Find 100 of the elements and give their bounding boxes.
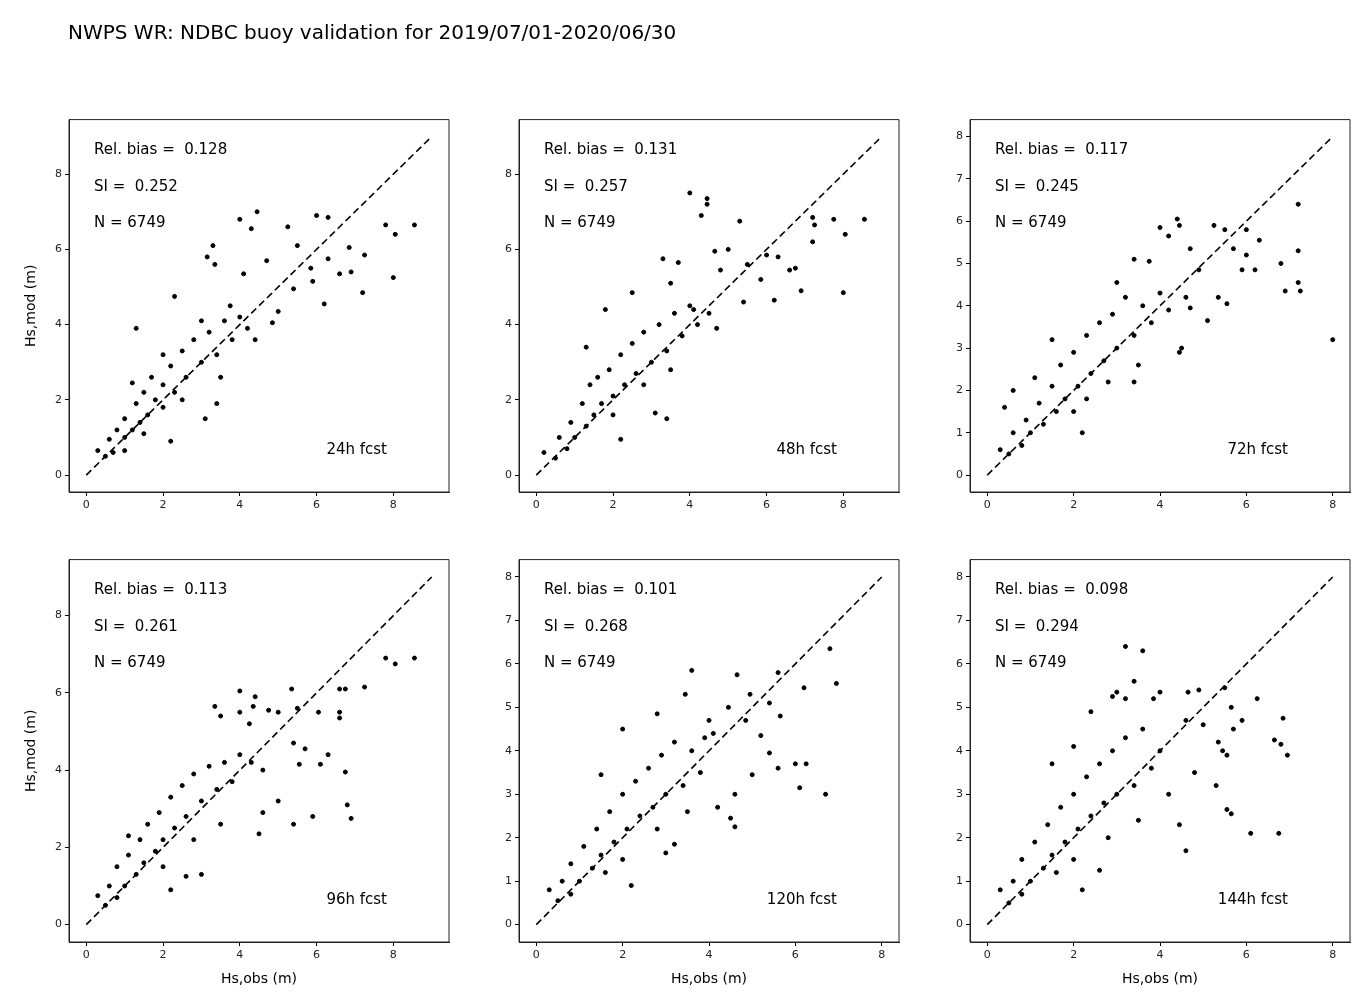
x-tick-label: 6 (313, 498, 321, 512)
x-tick-label: 8 (1329, 948, 1337, 962)
annotation: 120h fcst (766, 889, 838, 908)
x-tick-label: 2 (1070, 498, 1078, 512)
y-tick-label: 2 (956, 830, 963, 844)
x-tick-label: 2 (1070, 948, 1078, 962)
annotation: SI = 0.245 (995, 176, 1079, 195)
y-tick-label: 8 (505, 167, 512, 180)
y-tick-label: 6 (55, 685, 62, 699)
x-tick-label: 2 (609, 498, 617, 512)
x-tick-label: 8 (878, 948, 886, 962)
x-axis-title: Hs,obs (m) (670, 970, 748, 987)
y-tick-label: 4 (956, 743, 963, 757)
y-tick-label: 6 (505, 242, 512, 256)
x-axis-title: Hs,obs (m) (1121, 970, 1199, 987)
y-tick-label: 2 (55, 392, 62, 406)
annotation: SI = 0.252 (94, 176, 178, 195)
y-tick-label: 5 (505, 700, 512, 714)
x-tick-label: 8 (1329, 498, 1337, 512)
y-tick-label: 4 (55, 317, 62, 331)
y-tick-label: 6 (956, 656, 963, 670)
annotation: Rel. bias = 0.131 (544, 140, 678, 159)
annotation: 144h fcst (1217, 889, 1289, 908)
x-tick-label: 0 (983, 498, 991, 512)
x-tick-label: 4 (1156, 948, 1164, 962)
y-tick-label: 2 (505, 392, 512, 406)
y-tick-label: 3 (505, 787, 512, 801)
annotation: N = 6749 (995, 213, 1067, 232)
y-tick-label: 0 (505, 917, 512, 931)
y-tick-label: 0 (505, 467, 512, 481)
x-tick-label: 0 (82, 948, 90, 962)
x-tick-label: 8 (389, 498, 397, 512)
annotation: SI = 0.257 (544, 176, 628, 195)
annotation: Rel. bias = 0.098 (995, 580, 1129, 599)
y-tick-label: 6 (55, 242, 62, 256)
y-tick-label: 4 (55, 762, 62, 776)
x-tick-label: 0 (532, 948, 540, 962)
annotation: Rel. bias = 0.113 (94, 580, 228, 599)
y-tick-label: 4 (505, 317, 512, 331)
x-tick-label: 2 (159, 498, 167, 512)
y-axis-title: Hs,mod (m) (22, 264, 39, 347)
x-tick-label: 4 (236, 948, 244, 962)
x-tick-label: 6 (1242, 948, 1250, 962)
x-tick-label: 4 (705, 948, 713, 962)
x-tick-label: 2 (159, 948, 167, 962)
x-tick-label: 4 (236, 498, 244, 512)
y-tick-label: 0 (55, 467, 62, 481)
annotation: 24h fcst (326, 439, 388, 458)
x-tick-label: 0 (82, 498, 90, 512)
annotation: 72h fcst (1227, 439, 1289, 458)
y-tick-label: 7 (956, 613, 963, 627)
y-tick-label: 7 (505, 613, 512, 627)
y-tick-label: 5 (956, 256, 963, 270)
y-tick-label: 8 (956, 129, 963, 143)
y-tick-label: 1 (956, 425, 963, 439)
y-tick-label: 8 (55, 608, 62, 622)
annotation: SI = 0.261 (94, 616, 178, 635)
annotation: SI = 0.268 (544, 616, 628, 635)
annotation: Rel. bias = 0.117 (995, 140, 1129, 159)
annotation: N = 6749 (544, 213, 616, 232)
x-tick-label: 0 (983, 948, 991, 962)
y-tick-label: 8 (956, 569, 963, 583)
chart-title: NWPS WR: NDBC buoy validation for 2019/07/01-2020/06/30 (68, 20, 677, 44)
y-tick-label: 4 (956, 298, 963, 312)
annotation: Rel. bias = 0.128 (94, 140, 228, 159)
y-tick-label: 4 (505, 743, 512, 757)
x-tick-label: 8 (389, 948, 397, 962)
x-tick-label: 0 (532, 498, 540, 512)
x-tick-label: 4 (1156, 498, 1164, 512)
y-tick-label: 0 (956, 467, 963, 481)
y-tick-label: 1 (956, 874, 963, 888)
y-axis-title: Hs,mod (m) (22, 709, 39, 792)
annotation: N = 6749 (94, 653, 166, 672)
y-tick-label: 8 (505, 569, 512, 583)
x-tick-label: 6 (313, 948, 321, 962)
y-tick-label: 0 (956, 917, 963, 931)
x-axis-title: Hs,obs (m) (220, 970, 298, 987)
y-tick-label: 8 (55, 167, 62, 180)
y-tick-label: 5 (956, 700, 963, 714)
annotation: SI = 0.294 (995, 616, 1079, 635)
x-tick-label: 8 (839, 498, 847, 512)
annotation: Rel. bias = 0.101 (544, 580, 678, 599)
x-tick-label: 2 (619, 948, 627, 962)
x-tick-label: 6 (763, 498, 771, 512)
y-tick-label: 2 (956, 383, 963, 397)
y-tick-label: 1 (505, 874, 512, 888)
y-tick-label: 2 (55, 840, 62, 854)
annotation: N = 6749 (94, 213, 166, 232)
x-tick-label: 6 (791, 948, 799, 962)
y-tick-label: 6 (505, 656, 512, 670)
y-tick-label: 6 (956, 214, 963, 228)
x-tick-label: 4 (686, 498, 694, 512)
y-tick-label: 2 (505, 830, 512, 844)
y-tick-label: 0 (55, 917, 62, 931)
annotation: 96h fcst (326, 889, 388, 908)
x-tick-label: 6 (1242, 498, 1250, 512)
y-tick-label: 3 (956, 787, 963, 801)
y-tick-label: 7 (956, 171, 963, 185)
annotation: N = 6749 (995, 653, 1067, 672)
annotation: 48h fcst (776, 439, 838, 458)
